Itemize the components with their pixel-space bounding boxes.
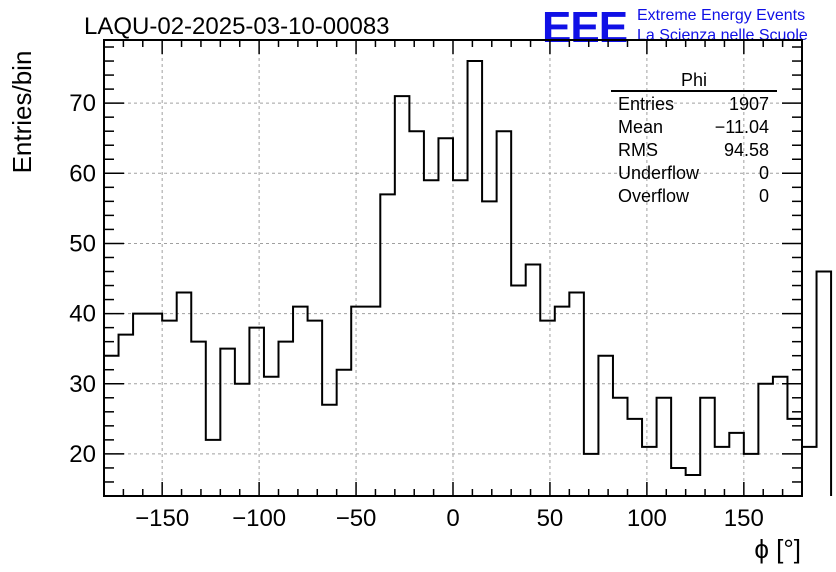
x-tick-label: −150 <box>135 505 189 532</box>
tick-labels: −150 −100 −50 0 50 100 150 20 30 40 50 60 70 <box>69 90 764 532</box>
histogram-bin <box>322 405 337 496</box>
stats-label-entries: Entries <box>618 94 674 114</box>
chart-title: LAQU-02-2025-03-10-00083 <box>84 13 390 40</box>
x-tick-label: 150 <box>724 505 764 532</box>
histogram-bin <box>395 96 410 496</box>
y-tick-label: 60 <box>69 160 96 187</box>
stats-value-entries: 1907 <box>729 94 769 114</box>
histogram-bin <box>802 447 817 496</box>
histogram-bin <box>642 447 657 496</box>
eee-logo: EEE <box>542 3 627 52</box>
stats-value-underflow: 0 <box>759 163 769 183</box>
axis-ticks <box>104 40 802 496</box>
x-tick-label: 100 <box>627 505 667 532</box>
stats-label-mean: Mean <box>618 117 663 137</box>
plot-frame <box>103 39 803 497</box>
histogram-bin <box>787 419 802 496</box>
histogram-bin <box>628 419 643 496</box>
histogram-bin <box>729 433 744 496</box>
histogram-series <box>104 60 833 496</box>
histogram-bin <box>773 377 788 496</box>
y-tick-label: 30 <box>69 371 96 398</box>
histogram-bin <box>715 447 730 496</box>
x-tick-label: 50 <box>537 505 564 532</box>
stats-label-overflow: Overflow <box>618 186 690 206</box>
stats-label-underflow: Underflow <box>618 163 700 183</box>
y-tick-label: 70 <box>69 90 96 117</box>
histogram-bin <box>438 138 453 496</box>
histogram-bin <box>497 131 512 496</box>
histogram-bin <box>758 384 773 496</box>
histogram-bin <box>468 61 483 496</box>
x-axis-label: ϕ [°] <box>754 534 801 564</box>
histogram-bin <box>133 314 148 496</box>
histogram-bin <box>220 349 235 496</box>
histogram-bin <box>526 264 541 496</box>
histogram-bin <box>540 321 555 496</box>
histogram-bin <box>191 342 206 496</box>
y-tick-label: 20 <box>69 441 96 468</box>
histogram-bin <box>104 356 119 496</box>
stats-value-overflow: 0 <box>759 186 769 206</box>
histogram-bin <box>206 440 221 496</box>
histogram-bin <box>380 194 395 496</box>
histogram-bin <box>569 293 584 496</box>
x-tick-label: −50 <box>336 505 377 532</box>
histogram-bin <box>409 131 424 496</box>
y-tick-label: 50 <box>69 230 96 257</box>
histogram-bin <box>584 454 599 496</box>
stats-box: Phi Entries 1907 Mean −11.04 RMS 94.58 U… <box>611 70 777 206</box>
histogram-bin <box>686 475 701 496</box>
histogram-bin <box>235 384 250 496</box>
histogram-bin <box>293 307 308 496</box>
grid <box>104 40 802 496</box>
histogram-bin <box>308 321 323 496</box>
histogram-bin <box>613 398 628 496</box>
histogram-bin <box>555 307 570 496</box>
histogram-bin <box>162 321 177 496</box>
histogram-bin <box>264 377 279 496</box>
stats-label-rms: RMS <box>618 140 658 160</box>
x-tick-label: −100 <box>232 505 286 532</box>
stats-name: Phi <box>681 70 707 90</box>
histogram-bin <box>177 293 192 496</box>
stats-value-rms: 94.58 <box>724 140 769 160</box>
histogram-bin <box>482 201 497 496</box>
histogram-bin <box>424 180 439 496</box>
histogram-bin <box>598 356 613 496</box>
histogram-bin <box>744 454 759 496</box>
histogram-bin <box>657 398 672 496</box>
histogram-bin <box>453 180 468 496</box>
x-tick-label: 0 <box>446 505 459 532</box>
histogram-bin <box>249 328 264 496</box>
stats-value-mean: −11.04 <box>715 117 769 137</box>
histogram-bin <box>337 370 352 496</box>
histogram-bin <box>148 314 163 496</box>
brand-line-1: Extreme Energy Events <box>637 7 805 24</box>
y-tick-label: 40 <box>69 301 96 328</box>
y-axis-label: Entries/bin <box>7 51 37 174</box>
histogram-bin <box>817 272 832 496</box>
histogram-bin <box>351 307 366 496</box>
histogram-bin <box>700 398 715 496</box>
histogram-bin <box>119 335 134 496</box>
histogram-bin <box>671 468 686 496</box>
histogram-bin <box>366 307 381 496</box>
histogram-bin <box>279 342 294 496</box>
histogram-bin <box>511 286 526 496</box>
